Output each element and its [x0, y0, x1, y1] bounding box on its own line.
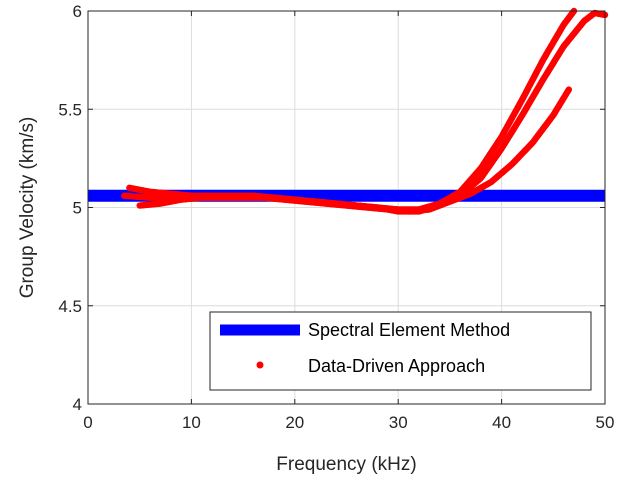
- y-tick-label-4: 6: [73, 2, 82, 21]
- legend: Spectral Element Method Data-Driven Appr…: [209, 311, 592, 391]
- series-data-driven-branch-2: [136, 86, 573, 215]
- x-tick-label-0: 0: [83, 413, 92, 432]
- x-axis-label: Frequency (kHz): [276, 454, 416, 475]
- x-tick-label-5: 50: [596, 413, 615, 432]
- ticks: 0 10 20 30 40 50 4 4.5 5 5.5 6: [58, 2, 614, 432]
- y-tick-label-2: 5: [73, 199, 82, 218]
- x-tick-label-4: 40: [492, 413, 511, 432]
- x-tick-label-3: 30: [389, 413, 408, 432]
- series-layer: [88, 7, 609, 215]
- y-tick-label-1: 4.5: [58, 297, 82, 316]
- x-tick-label-2: 20: [285, 413, 304, 432]
- x-tick-label-1: 10: [182, 413, 201, 432]
- legend-marker-data-driven-approach: [256, 361, 264, 369]
- y-tick-label-3: 5.5: [58, 100, 82, 119]
- y-axis-label: Group Velocity (km/s): [17, 117, 38, 299]
- legend-label-data-driven-approach: Data-Driven Approach: [308, 356, 485, 376]
- legend-label-spectral-element-method: Spectral Element Method: [308, 320, 510, 340]
- data-point: [565, 86, 573, 93]
- y-tick-label-0: 4: [73, 395, 82, 414]
